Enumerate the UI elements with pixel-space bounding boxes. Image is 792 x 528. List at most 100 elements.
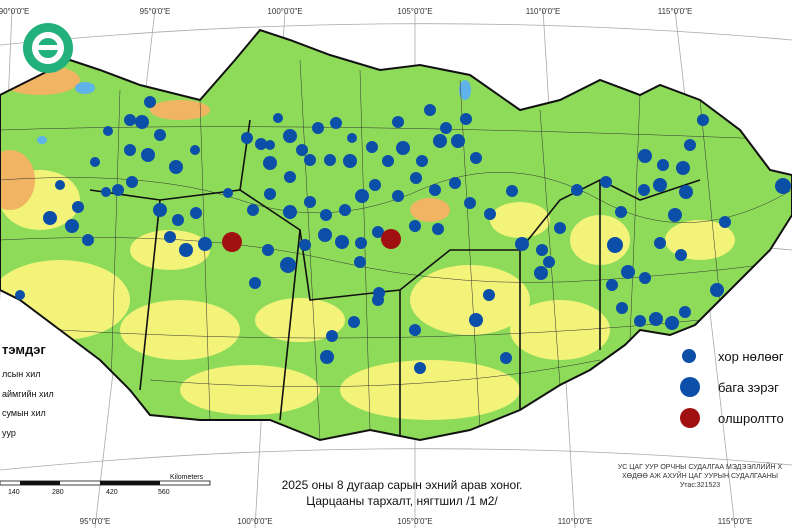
blue-point [697,114,709,126]
blue-point [318,228,332,242]
blue-point [135,115,149,129]
blue-point [543,256,555,268]
blue-point [262,244,274,256]
blue-point [451,134,465,148]
legend-symbol [682,349,696,363]
legend-symbol [680,377,700,397]
blue-point [414,362,426,374]
graticule-label: 90°0'0"E [0,7,29,16]
blue-point [534,266,548,280]
blue-point [103,126,113,136]
legend-item: сумын хил [2,408,46,418]
blue-point [124,144,136,156]
blue-point [440,122,452,134]
blue-point [470,152,482,164]
blue-point [409,324,421,336]
red-point [381,229,401,249]
legend-item: хор нөлөөг [718,349,784,364]
blue-point [668,208,682,222]
blue-point [198,237,212,251]
blue-point [607,237,623,253]
blue-point [355,189,369,203]
blue-point [710,283,724,297]
blue-point [154,129,166,141]
blue-point [223,188,233,198]
scale-unit: Kilometers [170,474,204,481]
blue-point [320,350,334,364]
bottom-labels: 95°0'0"E 100°0'0"E 105°0'0"E 110°0'0"E 1… [80,517,753,526]
title-line: 2025 оны 8 дугаар сарын эхний арав хоног… [282,478,523,492]
blue-point [654,237,666,249]
blue-point [536,244,548,256]
blue-point [320,209,332,221]
blue-point [255,138,267,150]
blue-point [366,141,378,153]
blue-point [464,197,476,209]
blue-point [241,132,253,144]
blue-point [263,156,277,170]
red-point [222,232,242,252]
graticule-label: 95°0'0"E [80,517,111,526]
legend-item: аймгийн хил [2,389,54,399]
blue-point [460,113,472,125]
graticule-label: 110°0'0"E [526,7,561,16]
blue-point [373,287,385,299]
blue-point [649,312,663,326]
legend-title: тэмдэг [2,342,46,357]
blue-point [621,265,635,279]
blue-point [172,214,184,226]
graticule-label: 110°0'0"E [558,517,593,526]
blue-point [606,279,618,291]
blue-point [429,184,441,196]
blue-point [372,226,384,238]
blue-point [369,179,381,191]
blue-point [280,257,296,273]
blue-point [15,290,25,300]
blue-point [679,185,693,199]
blue-point [304,196,316,208]
blue-point [153,203,167,217]
blue-point [144,96,156,108]
legend-item: бага зэрэг [718,380,779,395]
credit-line: УС ЦАГ УУР ОРЧНЫ СУДАЛГАА МЭДЭЭЛЛИЙН Х [618,462,783,471]
blue-point [326,330,338,342]
blue-point [775,178,791,194]
blue-point [409,220,421,232]
blue-point [299,239,311,251]
blue-point [433,134,447,148]
blue-point [653,178,667,192]
blue-point [615,206,627,218]
scale-bar: 140 280 420 560 Kilometers [0,474,211,496]
top-labels: 90°0'0"E 95°0'0"E 100°0'0"E 105°0'0"E 11… [0,7,692,16]
blue-point [554,222,566,234]
blue-point [65,219,79,233]
graticule-label: 100°0'0"E [237,517,272,526]
blue-point [665,316,679,330]
blue-point [101,187,111,197]
legend-symbol [680,408,700,428]
graticule-label: 115°0'0"E [658,7,693,16]
blue-point [449,177,461,189]
blue-point [330,117,342,129]
blue-point [600,176,612,188]
blue-point [634,315,646,327]
legend-item: олшролтто [718,411,784,426]
blue-point [483,289,495,301]
blue-point [339,204,351,216]
scale-label: 280 [52,489,64,496]
blue-point [112,184,124,196]
blue-point [382,155,394,167]
blue-point [396,141,410,155]
blue-point [179,243,193,257]
blue-point [347,133,357,143]
blue-point [82,234,94,246]
blue-point [55,180,65,190]
blue-point [273,113,283,123]
blue-point [416,155,428,167]
blue-point [676,161,690,175]
blue-point [639,272,651,284]
blue-point [335,235,349,249]
scale-label: 560 [158,489,170,496]
scale-label: 140 [8,489,20,496]
blue-point [324,154,336,166]
